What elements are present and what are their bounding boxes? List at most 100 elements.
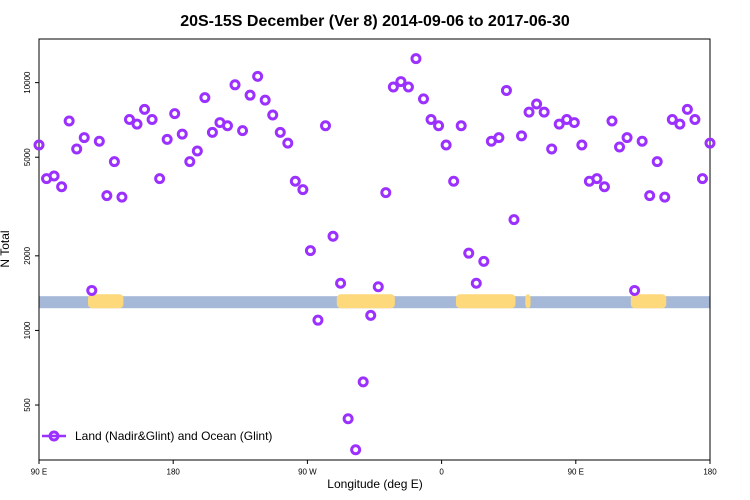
data-point: [206, 126, 218, 138]
x-axis-label: Longitude (deg E): [327, 477, 422, 491]
land-segment-1: [88, 294, 124, 309]
data-point: [372, 281, 384, 293]
data-point: [335, 277, 347, 289]
land-segment-3: [455, 294, 516, 309]
data-point: [78, 132, 90, 144]
data-point: [478, 255, 490, 267]
data-point: [304, 245, 316, 257]
y-tick-label: 500: [23, 398, 32, 412]
data-points: [33, 53, 716, 456]
data-point: [93, 135, 105, 147]
data-point: [297, 184, 309, 196]
data-point: [651, 156, 663, 168]
data-point: [395, 76, 407, 88]
land-segment-2: [336, 294, 395, 309]
data-point: [493, 132, 505, 144]
data-point: [312, 314, 324, 326]
data-point: [636, 135, 648, 147]
data-point: [448, 175, 460, 187]
data-point: [621, 132, 633, 144]
land-segment-5: [630, 294, 667, 309]
data-point: [591, 173, 603, 185]
data-point: [161, 133, 173, 145]
data-point: [154, 173, 166, 185]
data-point: [704, 137, 716, 149]
data-point: [199, 92, 211, 104]
data-point: [463, 247, 475, 259]
data-point: [568, 117, 580, 129]
data-point: [410, 53, 422, 65]
data-point: [546, 143, 558, 155]
data-point: [33, 139, 45, 151]
x-tick-label: 90 W: [298, 468, 317, 477]
data-point: [139, 103, 151, 115]
data-point: [508, 214, 520, 226]
data-point: [221, 120, 233, 132]
data-point: [523, 106, 535, 118]
data-point: [101, 190, 113, 202]
x-tick-label: 0: [439, 468, 444, 477]
data-point: [500, 84, 512, 96]
data-point: [387, 81, 399, 93]
data-point: [131, 118, 143, 130]
data-point: [319, 120, 331, 132]
data-point: [553, 118, 565, 130]
data-point: [267, 109, 279, 121]
data-point: [350, 444, 362, 456]
y-axis: 500 1000 2000 5000 10000: [23, 71, 39, 412]
data-point: [244, 89, 256, 101]
x-tick-label: 90 E: [31, 468, 47, 477]
data-point: [689, 113, 701, 125]
data-point: [252, 70, 264, 82]
data-point: [357, 376, 369, 388]
data-point: [86, 284, 98, 296]
data-point: [598, 181, 610, 193]
data-point: [342, 413, 354, 425]
data-point: [666, 113, 678, 125]
data-point: [184, 156, 196, 168]
data-point: [116, 191, 128, 203]
data-point: [289, 175, 301, 187]
data-point: [696, 173, 708, 185]
data-point: [418, 93, 430, 105]
data-point: [123, 113, 135, 125]
data-point: [516, 130, 528, 142]
data-point: [470, 277, 482, 289]
y-axis-label: N Total: [0, 230, 12, 267]
y-tick-label: 2000: [23, 246, 32, 264]
y-tick-label: 10000: [23, 71, 32, 94]
y-tick-label: 5000: [23, 148, 32, 166]
x-tick-label: 180: [703, 468, 717, 477]
data-point: [327, 230, 339, 242]
plot-frame: [38, 38, 711, 461]
x-tick-label: 180: [167, 468, 181, 477]
data-point: [63, 115, 75, 127]
surface-band: [39, 294, 710, 309]
data-point: [176, 128, 188, 140]
data-point: [538, 106, 550, 118]
data-point: [282, 137, 294, 149]
x-tick-label: 90 E: [568, 468, 584, 477]
data-point: [259, 94, 271, 106]
data-point: [606, 115, 618, 127]
data-point: [146, 113, 158, 125]
data-point: [681, 103, 693, 115]
data-point: [674, 118, 686, 130]
data-point: [365, 309, 377, 321]
data-point: [425, 113, 437, 125]
data-point: [48, 170, 60, 182]
legend: Land (Nadir&Glint) and Ocean (Glint): [42, 429, 272, 443]
legend-label: Land (Nadir&Glint) and Ocean (Glint): [75, 429, 272, 443]
land-segment-4: [525, 294, 531, 309]
data-point: [71, 143, 83, 155]
legend-marker: [48, 430, 60, 442]
data-point: [274, 126, 286, 138]
data-point: [659, 191, 671, 203]
data-point: [380, 187, 392, 199]
data-point: [191, 145, 203, 157]
x-axis: 90 E 180 90 W 0 90 E 180: [31, 460, 717, 477]
data-point: [629, 284, 641, 296]
data-point: [229, 79, 241, 91]
data-point: [237, 125, 249, 137]
